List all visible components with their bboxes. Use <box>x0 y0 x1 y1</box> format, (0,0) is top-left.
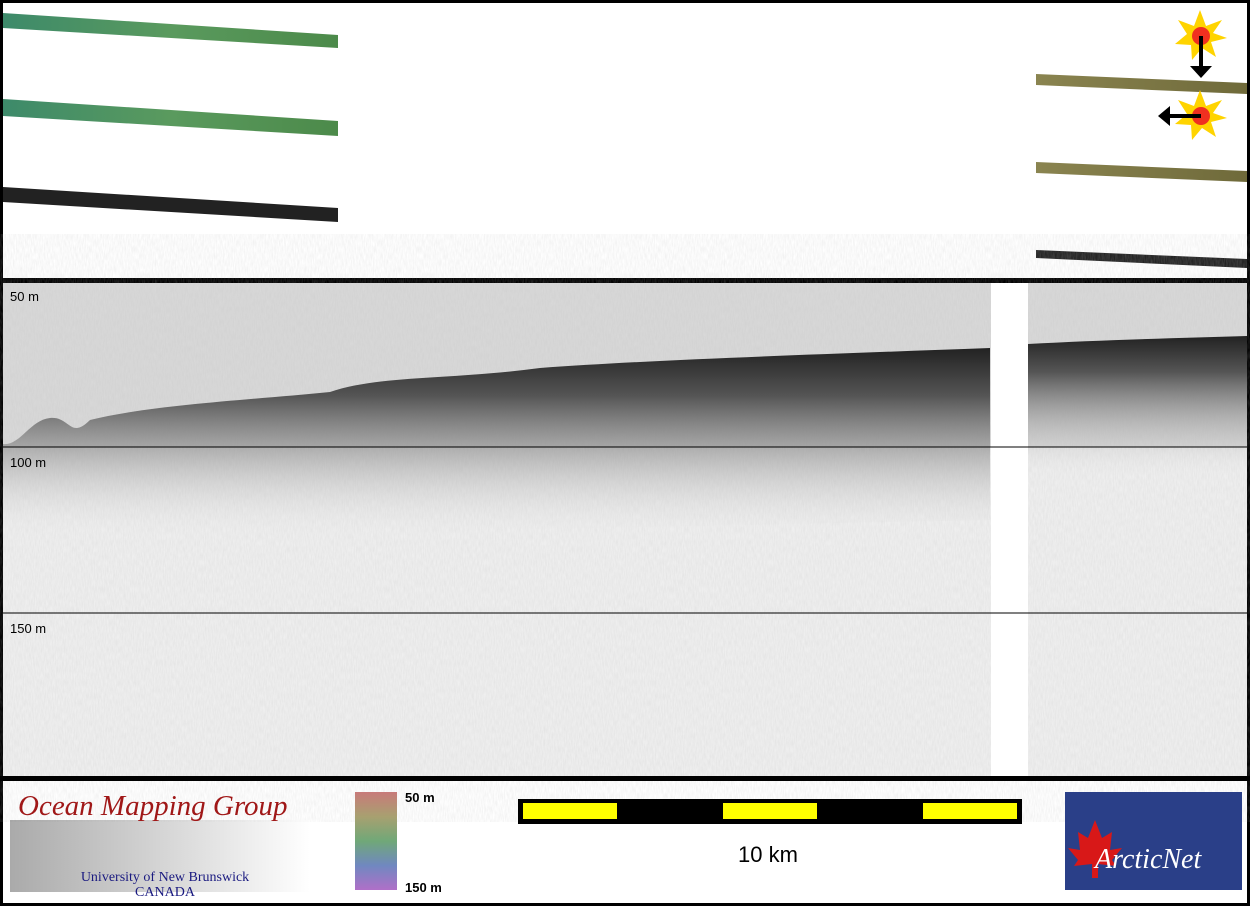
omg-logo: Ocean Mapping Group University of New Br… <box>10 790 310 900</box>
depth-label: 50 m <box>10 289 39 304</box>
swath-panel <box>3 10 1247 268</box>
partner-name: ArcticNet <box>1093 844 1202 875</box>
logo-line: CANADA <box>135 885 196 900</box>
colorbar <box>355 792 397 890</box>
depth-label: 150 m <box>10 621 46 636</box>
colorbar-label: 50 m <box>405 790 435 805</box>
arcticnet-logo: ArcticNet <box>1065 792 1242 890</box>
sun-marker <box>1158 90 1227 140</box>
swath-strip <box>3 99 338 136</box>
colorbar-label: 150 m <box>405 880 442 895</box>
profile-panel: 50 m 100 m 150 m <box>3 283 1247 776</box>
divider <box>0 278 1250 283</box>
logo-title: Ocean Mapping Group <box>18 790 288 822</box>
swath-strip <box>1036 74 1247 94</box>
swath-strip <box>3 187 338 222</box>
sun-marker <box>1175 10 1227 78</box>
swath-strip <box>1036 250 1247 268</box>
data-gap <box>991 283 1028 776</box>
depth-label: 100 m <box>10 455 46 470</box>
divider <box>0 776 1250 781</box>
swath-strip <box>3 13 338 48</box>
logo-line: University of New Brunswick <box>81 870 249 885</box>
seabed <box>1028 336 1247 480</box>
scale-bar <box>518 799 1022 824</box>
seabed <box>3 348 990 540</box>
swath-strip <box>1036 162 1247 182</box>
scale-label: 10 km <box>738 842 798 867</box>
